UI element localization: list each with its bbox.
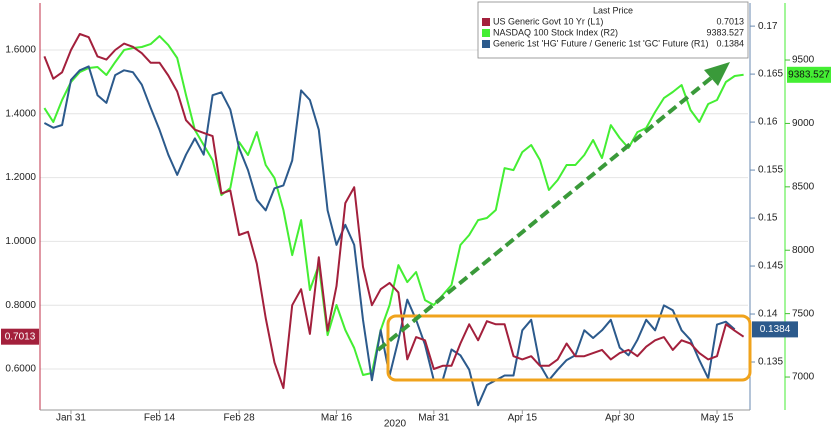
value-tag-label: 0.7013 bbox=[5, 331, 36, 342]
y2-tick-label: 0.14 bbox=[758, 309, 778, 320]
legend-swatch bbox=[482, 40, 490, 48]
trend-arrowhead bbox=[704, 62, 730, 86]
legend-value: 0.1384 bbox=[716, 38, 744, 48]
y-tick-label: 0.6000 bbox=[5, 364, 36, 375]
x-tick-label: Apr 30 bbox=[605, 413, 635, 424]
legend-value: 0.7013 bbox=[716, 16, 744, 26]
y2-tick-label: 0.135 bbox=[758, 357, 783, 368]
y-tick-label: 1.0000 bbox=[5, 236, 36, 247]
value-tag bbox=[1, 328, 39, 345]
legend-label: US Generic Govt 10 Yr (L1) bbox=[493, 16, 603, 26]
legend-swatch bbox=[482, 29, 490, 37]
y-tick-label: 1.2000 bbox=[5, 172, 36, 183]
y2-tick-label: 0.165 bbox=[758, 69, 783, 80]
y-tick-label: 0.8000 bbox=[5, 300, 36, 311]
value-tag-label: 9383.527 bbox=[788, 69, 830, 80]
legend: Last Price US Generic Govt 10 Yr (L1) 0.7… bbox=[477, 1, 749, 59]
x-tick-label: Feb 14 bbox=[144, 413, 176, 424]
value-tag bbox=[752, 321, 798, 338]
legend-box bbox=[477, 1, 749, 59]
series-line bbox=[43, 33, 745, 390]
y2-tick-label: 0.16 bbox=[758, 117, 778, 128]
x-tick-label: Feb 28 bbox=[224, 413, 256, 424]
highlight-box bbox=[386, 314, 752, 382]
y2-tick-label: 0.15 bbox=[758, 213, 778, 224]
y2-tick-label: 0.145 bbox=[758, 261, 783, 272]
x-axis-label: 2020 bbox=[384, 419, 407, 430]
y2-tick-label: 0.155 bbox=[758, 165, 783, 176]
axes: 0.6000 0.8000 1.0000 1.2000 1.4000 1.6000 0.13… bbox=[5, 3, 815, 424]
y-tick-label: 1.4000 bbox=[5, 108, 36, 119]
x-tick-label: Mar 16 bbox=[321, 413, 353, 424]
x-tick-label: Jan 31 bbox=[56, 413, 86, 424]
x-tick-label: May 15 bbox=[701, 413, 734, 424]
value-tags: 0.7013 9383.527 0.1384 bbox=[1, 66, 831, 345]
y3-tick-label: 7000 bbox=[792, 372, 815, 383]
legend-label: NASDAQ 100 Stock Index (R2) bbox=[493, 27, 618, 37]
y3-tick-label: 9000 bbox=[792, 118, 815, 129]
legend-label: Generic 1st 'HG' Future / Generic 1st 'G… bbox=[493, 38, 708, 48]
value-tag-label: 0.1384 bbox=[760, 324, 791, 335]
y3-tick-label: 8500 bbox=[792, 181, 815, 192]
y3-tick-label: 9500 bbox=[792, 55, 815, 66]
x-tick-label: Apr 15 bbox=[508, 413, 538, 424]
legend-value: 9383.527 bbox=[706, 27, 744, 37]
y3-tick-label: 7500 bbox=[792, 308, 815, 319]
value-tag bbox=[787, 66, 831, 83]
y3-tick-label: 8000 bbox=[792, 245, 815, 256]
x-tick-label: Mar 31 bbox=[418, 413, 450, 424]
legend-title: Last Price bbox=[593, 5, 633, 15]
grid bbox=[40, 49, 748, 370]
y-tick-label: 1.6000 bbox=[5, 45, 36, 56]
legend-swatch bbox=[482, 18, 490, 26]
trend-arrow bbox=[376, 72, 718, 352]
y2-tick-label: 0.17 bbox=[758, 21, 778, 32]
